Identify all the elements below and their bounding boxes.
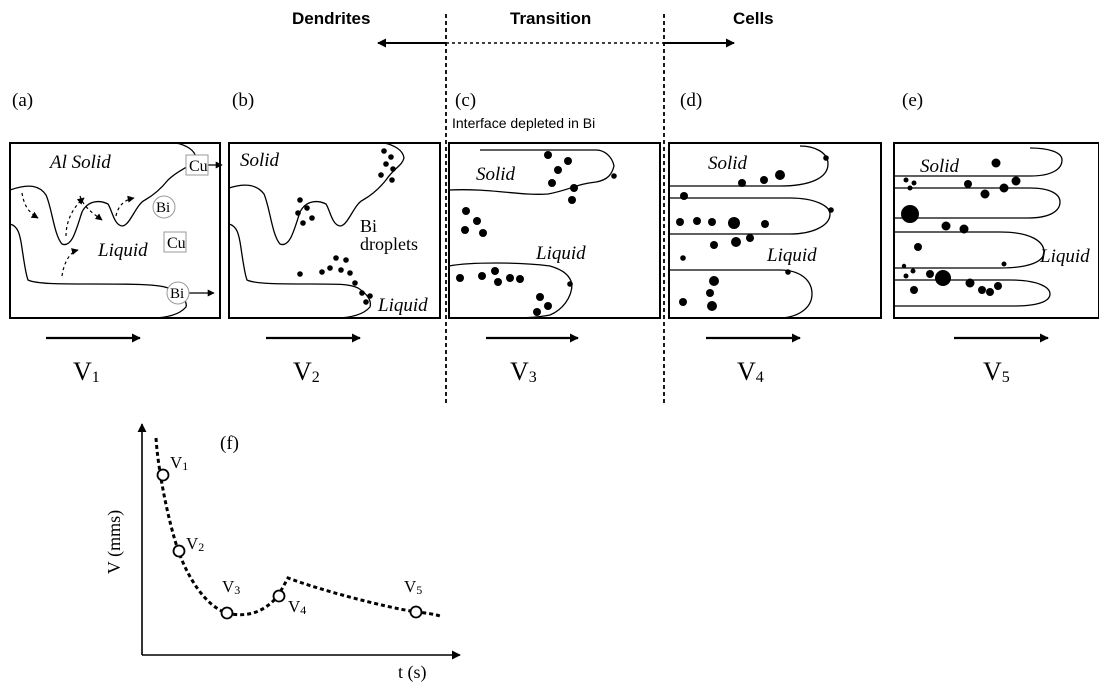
- panel-d-cells: [669, 145, 831, 319]
- header-transition: Transition: [510, 9, 591, 28]
- panel-b-label: (b): [232, 90, 254, 111]
- panel-c-frame: [448, 142, 661, 319]
- graph-point-2: V2: [186, 534, 204, 554]
- panel-e-label: (e): [902, 90, 923, 111]
- panel-a-velocity: V1: [73, 357, 100, 386]
- graph-marker-3: [220, 606, 234, 620]
- panel-c-label: (c): [455, 90, 476, 111]
- panel-e-solid-label: Solid: [920, 156, 960, 177]
- panel-b-liquid-label: Liquid: [377, 295, 428, 316]
- panel-a-solute-flows: [21, 192, 135, 277]
- regime-header: Dendrites Transition Cells: [292, 9, 774, 405]
- header-cells: Cells: [733, 9, 774, 28]
- graph-y-label: V (mms): [104, 510, 125, 574]
- panel-a: (a) Cu Bi Cu Bi Al Solid Liquid V1: [9, 90, 223, 386]
- panel-a-frame: [9, 142, 221, 319]
- panel-b-droplets-line2: droplets: [360, 234, 418, 254]
- panel-e-frame: [893, 142, 1099, 319]
- panel-a-bi-circle-bottom: [166, 281, 190, 305]
- panel-c-solid-label: Solid: [476, 164, 516, 185]
- panel-a-cu-box-top: [185, 154, 209, 176]
- panel-c-droplets: [456, 151, 617, 316]
- graph-marker-1: [156, 468, 170, 482]
- panel-a-cu-box-mid: [163, 231, 187, 253]
- graph-point-3: V3: [222, 577, 240, 597]
- graph-point-4: V4: [288, 597, 306, 617]
- panel-b-droplets: [295, 148, 396, 305]
- panel-e-droplets: [901, 158, 1021, 296]
- panel-a-label: (a): [12, 90, 33, 111]
- graph-x-label: t (s): [398, 662, 427, 683]
- panel-c-liquid-label: Liquid: [535, 243, 586, 264]
- header-dendrites: Dendrites: [292, 9, 370, 28]
- graph-velocity-curve: [154, 437, 441, 618]
- panel-e-cells: [894, 147, 1063, 307]
- panel-d: (d) Solid Liquid V4: [668, 90, 882, 386]
- graph-point-1: V1: [170, 453, 188, 473]
- panel-a-liquid-label: Liquid: [97, 240, 148, 261]
- panel-d-velocity: V4: [737, 357, 764, 386]
- panel-c-cells: [448, 149, 615, 319]
- panel-e-velocity: V5: [983, 357, 1010, 386]
- panel-a-bi-bottom: Bi: [170, 286, 184, 302]
- graph-marker-2: [172, 544, 186, 558]
- panel-a-solid-label: Al Solid: [48, 152, 111, 173]
- panel-b-velocity: V2: [293, 357, 320, 386]
- panel-b-solid-label: Solid: [240, 150, 280, 171]
- panel-b-droplets-line1: Bi: [360, 216, 377, 236]
- panel-a-cu-top: Cu: [189, 158, 208, 175]
- graph-marker-4: [272, 589, 286, 603]
- velocity-time-graph: (f) V (mms) t (s) V1 V2 V3 V4 V5: [104, 423, 461, 683]
- panel-c-note: Interface depleted in Bi: [452, 115, 595, 131]
- panel-e: (e) Solid Liquid V5: [893, 90, 1099, 386]
- graph-marker-5: [409, 605, 423, 619]
- panel-a-bi-circle-top: [152, 195, 176, 219]
- panel-d-liquid-label: Liquid: [766, 245, 817, 266]
- panel-d-droplets: [676, 155, 834, 311]
- graph-label: (f): [220, 433, 239, 454]
- panel-d-frame: [668, 142, 882, 319]
- panel-a-cu-mid: Cu: [167, 235, 186, 252]
- panel-b: (b) Solid Bi droplets Liquid V2: [228, 90, 441, 386]
- panel-c-velocity: V3: [510, 357, 537, 386]
- panel-a-bi-top: Bi: [156, 200, 170, 216]
- graph-markers: [156, 468, 423, 620]
- panel-c: (c) Interface depleted in Bi Solid Liqui…: [448, 90, 661, 386]
- panel-b-dendrite: [228, 142, 405, 319]
- panel-e-liquid-label: Liquid: [1039, 246, 1090, 267]
- graph-point-5: V5: [404, 577, 422, 597]
- panel-d-label: (d): [680, 90, 702, 111]
- panel-d-solid-label: Solid: [708, 153, 748, 174]
